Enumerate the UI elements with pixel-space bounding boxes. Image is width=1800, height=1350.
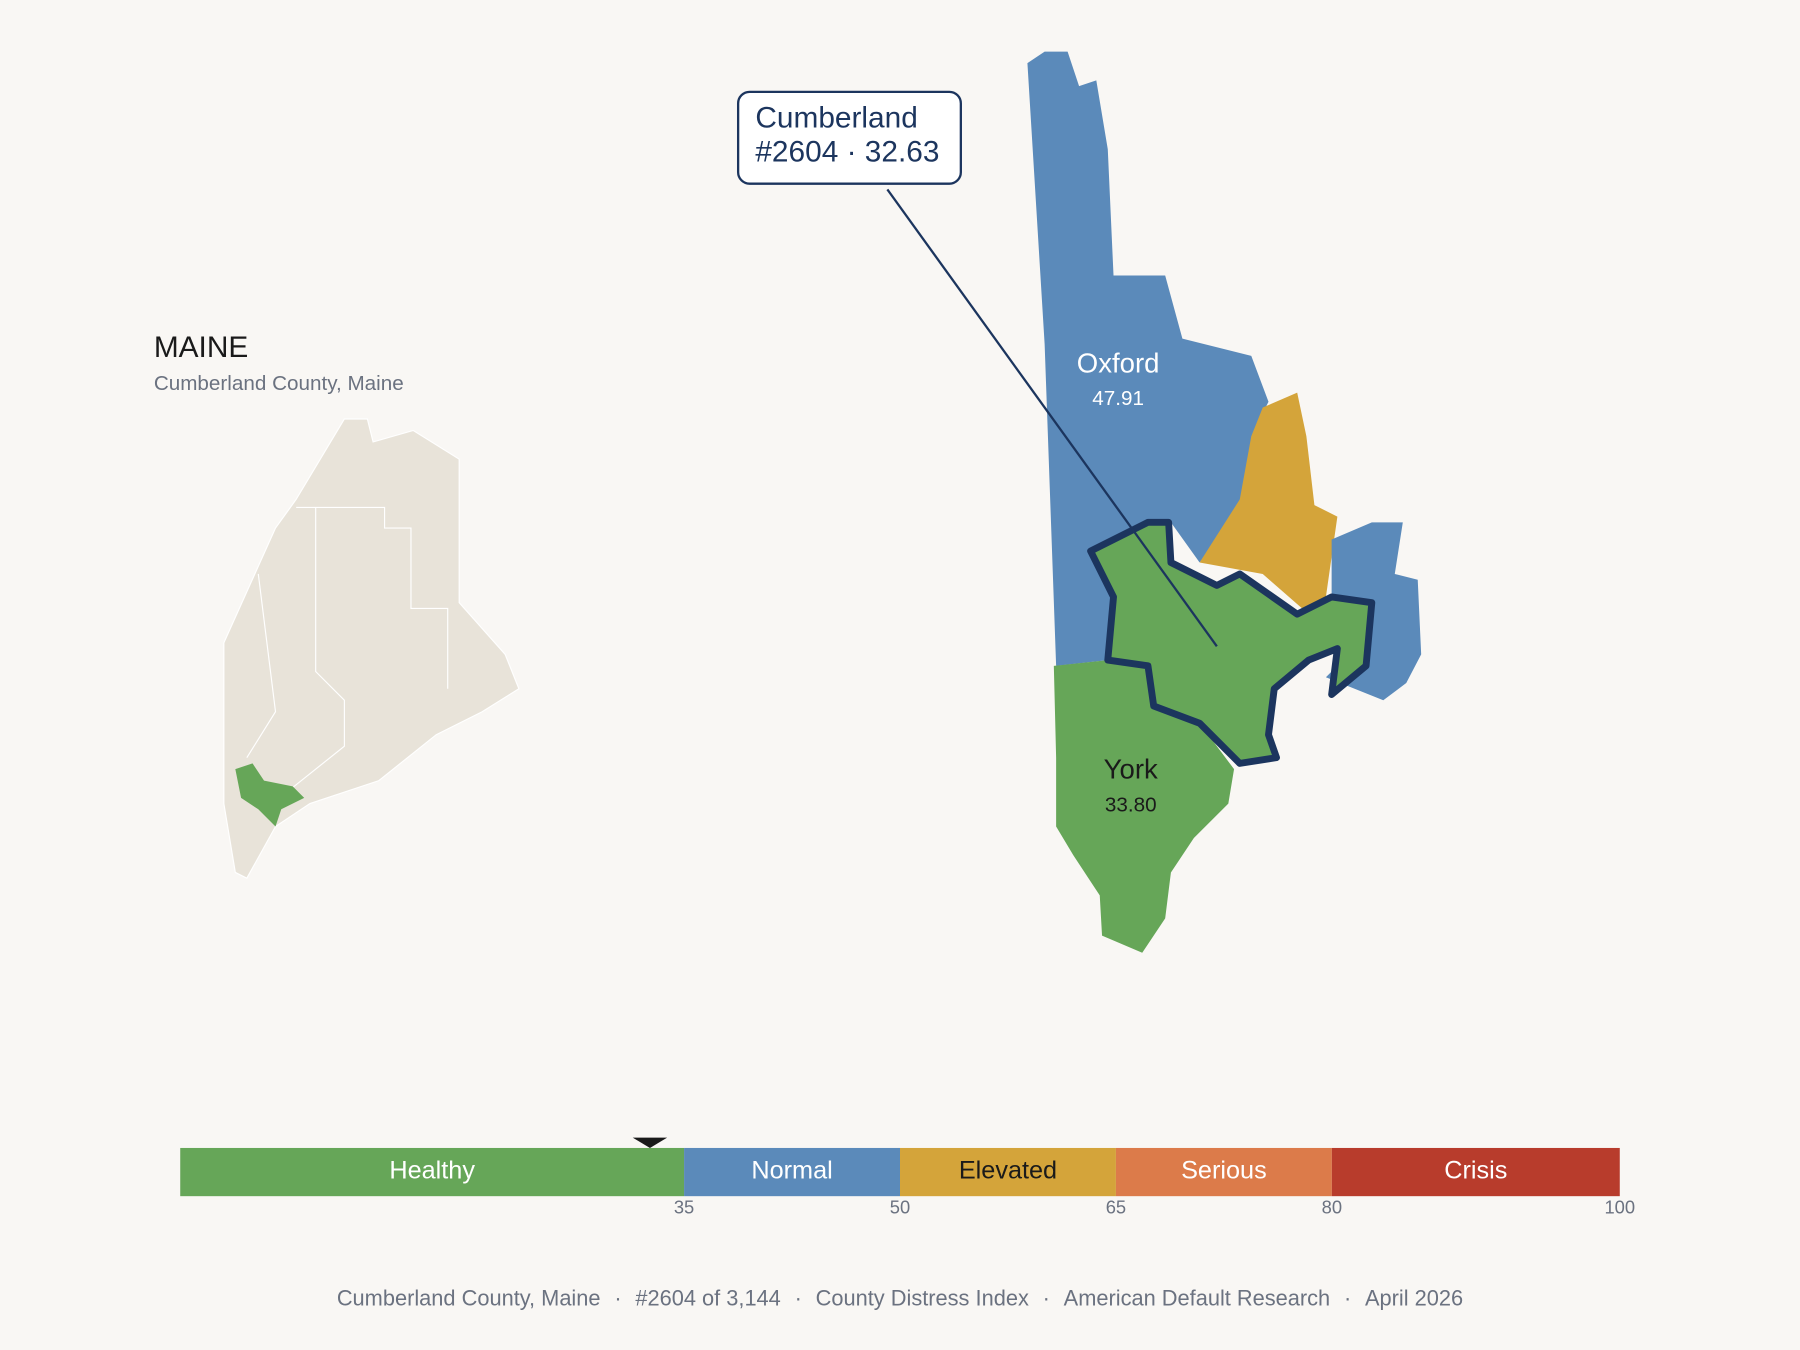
segment-label: Crisis (1444, 1157, 1507, 1185)
title: MAINE (154, 331, 248, 364)
region-name: Oxford (1077, 347, 1160, 378)
scale-segment (684, 1147, 900, 1197)
callout-name: Cumberland (755, 101, 917, 134)
tick-label: 35 (674, 1197, 694, 1218)
county-border (246, 573, 277, 758)
footer-item: County Distress Index (816, 1285, 1029, 1310)
segment-label: Healthy (389, 1157, 475, 1185)
distress-scale: Healthy Normal Elevated Serious Crisis 35 50 65… (180, 1137, 1635, 1218)
scale-segment (1115, 1147, 1332, 1197)
footer-separator: · (614, 1285, 621, 1310)
county-york (1053, 660, 1235, 953)
scale-segment (900, 1147, 1116, 1197)
tick-label: 50 (890, 1197, 910, 1218)
footer-item: #2604 of 3,144 (635, 1285, 780, 1310)
highlighted-county (235, 763, 305, 827)
scale-segment (1331, 1147, 1620, 1197)
tick-label: 100 (1604, 1197, 1635, 1218)
tick-label: 65 (1106, 1197, 1126, 1218)
region-score: 33.80 (1105, 793, 1157, 816)
region-score: 47.91 (1092, 387, 1144, 410)
county-oxford (1027, 51, 1269, 666)
score-marker (632, 1137, 668, 1148)
footer-separator: · (1344, 1285, 1351, 1310)
segment-label: Serious (1181, 1157, 1267, 1185)
callout-box (736, 90, 962, 185)
footer-separator: · (1043, 1285, 1050, 1310)
segment-label: Normal (751, 1157, 832, 1185)
region-name: York (1104, 754, 1158, 785)
scale-segment (180, 1147, 685, 1197)
footer: Cumberland County, Maine · #2604 of 3,144 ·… (337, 1285, 1463, 1310)
callout-leader (886, 188, 1218, 647)
footer-item: Cumberland County, Maine (337, 1285, 601, 1310)
tick-label: 80 (1322, 1197, 1342, 1218)
county-cumberland (1087, 518, 1376, 767)
county-border (296, 506, 449, 689)
county-border (286, 507, 345, 793)
footer-item: April 2026 (1365, 1285, 1463, 1310)
state-shape (223, 418, 520, 879)
callout-detail: #2604 · 32.63 (755, 136, 939, 169)
segment-label: Elevated (959, 1157, 1057, 1185)
footer-item: American Default Research (1064, 1285, 1331, 1310)
locator-map (223, 418, 520, 879)
detail-map: Oxford 47.91 York 33.80 Cumberland #2604… (736, 51, 1422, 953)
county-androscoggin (1199, 392, 1338, 615)
subtitle: Cumberland County, Maine (154, 372, 404, 395)
footer-separator: · (795, 1285, 802, 1310)
